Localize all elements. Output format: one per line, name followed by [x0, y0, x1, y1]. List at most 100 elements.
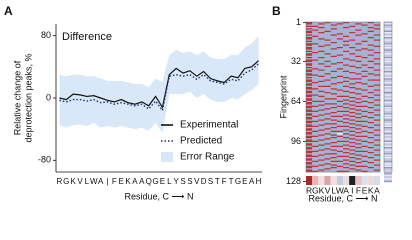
- heatmap-cell: [336, 69, 344, 71]
- heatmap-cell: [349, 124, 356, 126]
- heatmap-cell: [318, 50, 325, 53]
- heatmap-cell: [330, 33, 338, 35]
- heatmap-cell: [373, 169, 381, 171]
- heatmap-cell: [361, 159, 368, 161]
- heatmap-cell: [312, 147, 319, 149]
- heatmap-cell: [349, 150, 356, 153]
- strip-cell: [384, 37, 392, 39]
- heatmap-cell: [373, 130, 381, 133]
- heatmap-cell: [324, 47, 331, 49]
- heatmap-cell: [330, 155, 338, 158]
- heatmap-cell: [330, 37, 338, 39]
- heatmap-cell: [355, 77, 362, 79]
- heatmap-cell: [355, 67, 362, 69]
- heatmap-cell: [343, 58, 350, 60]
- heatmap-cell: [306, 57, 313, 59]
- heatmap-cell: [330, 165, 338, 168]
- heatmap-cell: [349, 45, 356, 48]
- heatmap-cell: [324, 52, 331, 54]
- heatmap-cell: [349, 25, 356, 28]
- heatmap-cell: [367, 123, 375, 125]
- heatmap-cell: [312, 107, 319, 109]
- heatmap-cell: [373, 127, 381, 129]
- heatmap-cell: [312, 25, 319, 28]
- heatmap-cell: [373, 49, 381, 51]
- heatmap-cell: [367, 142, 375, 144]
- heatmap-cell: [318, 117, 325, 119]
- heatmap-cell: [336, 32, 344, 34]
- heatmap-cell: [355, 130, 362, 133]
- heatmap-cell: [343, 160, 350, 163]
- heatmap-cell: [318, 22, 325, 24]
- heatmap-cell: [336, 29, 344, 31]
- strip-cell: [384, 98, 392, 100]
- heatmap-cell: [343, 108, 350, 110]
- heatmap-cell: [336, 162, 344, 164]
- heatmap-cell: [306, 169, 313, 171]
- heatmap-cell: [312, 67, 319, 69]
- heatmap-cell: [318, 112, 325, 114]
- heatmap-cell: [373, 129, 381, 131]
- heatmap-cell: [336, 105, 344, 108]
- heatmap-cell: [373, 142, 381, 144]
- heatmap-cell: [330, 168, 338, 170]
- heatmap-cell: [355, 140, 362, 143]
- heatmap-cell: [343, 127, 350, 129]
- heatmap-cell: [306, 53, 313, 55]
- heatmap-cell: [312, 65, 319, 68]
- heatmap-cell: [343, 110, 350, 113]
- heatmap-cell: [324, 30, 331, 33]
- heatmap-cell: [367, 34, 375, 36]
- heatmap-cell: [318, 164, 325, 166]
- heatmap-cell: [306, 145, 313, 148]
- heatmap-cell: [312, 57, 319, 59]
- heatmap-cell: [336, 108, 344, 110]
- strip-cell: [384, 43, 392, 45]
- heatmap-cell: [324, 49, 331, 51]
- heatmap-cell: [306, 72, 313, 74]
- heatmap-cell: [373, 40, 381, 43]
- heatmap-cell: [361, 117, 368, 119]
- heatmap-cell: [367, 72, 375, 74]
- heatmap-cell: [349, 47, 356, 49]
- heatmap-cell: [361, 82, 368, 84]
- heatmap-cell: [361, 139, 368, 141]
- heatmap-cell: [349, 132, 356, 134]
- heatmap-cell: [312, 149, 319, 151]
- strip-cell: [384, 109, 392, 111]
- heatmap-cell: [324, 29, 331, 31]
- heatmap-cell: [367, 129, 375, 131]
- heatmap-cell: [330, 95, 338, 98]
- heatmap-cell: [330, 69, 338, 71]
- y-tick-label: 0: [46, 92, 51, 102]
- heatmap-cell: [306, 69, 313, 71]
- heatmap-cell: [373, 38, 381, 40]
- heatmap-cell: [306, 95, 313, 98]
- heatmap-cell: [306, 162, 313, 164]
- heatmap-cell: [361, 49, 368, 51]
- heatmap-cell: [355, 115, 362, 118]
- heatmap-cell: [349, 165, 356, 168]
- heatmap-cell: [343, 137, 350, 139]
- heatmap-cell: [324, 119, 331, 121]
- heatmap-cell: [312, 117, 319, 119]
- heatmap-cell: [355, 148, 362, 150]
- heatmap-cell: [343, 43, 350, 45]
- heatmap-cell: [306, 48, 313, 50]
- heatmap-cell: [318, 60, 325, 63]
- heatmap-cell: [367, 22, 375, 24]
- heatmap-cell: [312, 59, 319, 61]
- heatmap-cell: [306, 42, 313, 44]
- strip-cell: [384, 35, 392, 38]
- strip-cell: [384, 102, 392, 104]
- heatmap-cell: [349, 129, 356, 131]
- heatmap-cell: [306, 167, 313, 169]
- heatmap-cell: [330, 74, 338, 76]
- heatmap-cell: [312, 88, 319, 90]
- heatmap-cell: [306, 23, 313, 25]
- strip-cell: [384, 178, 392, 180]
- heatmap-cell: [336, 78, 344, 80]
- heatmap-cell: [324, 170, 331, 173]
- heatmap-cell: [336, 33, 344, 35]
- heatmap-cell: [324, 97, 331, 99]
